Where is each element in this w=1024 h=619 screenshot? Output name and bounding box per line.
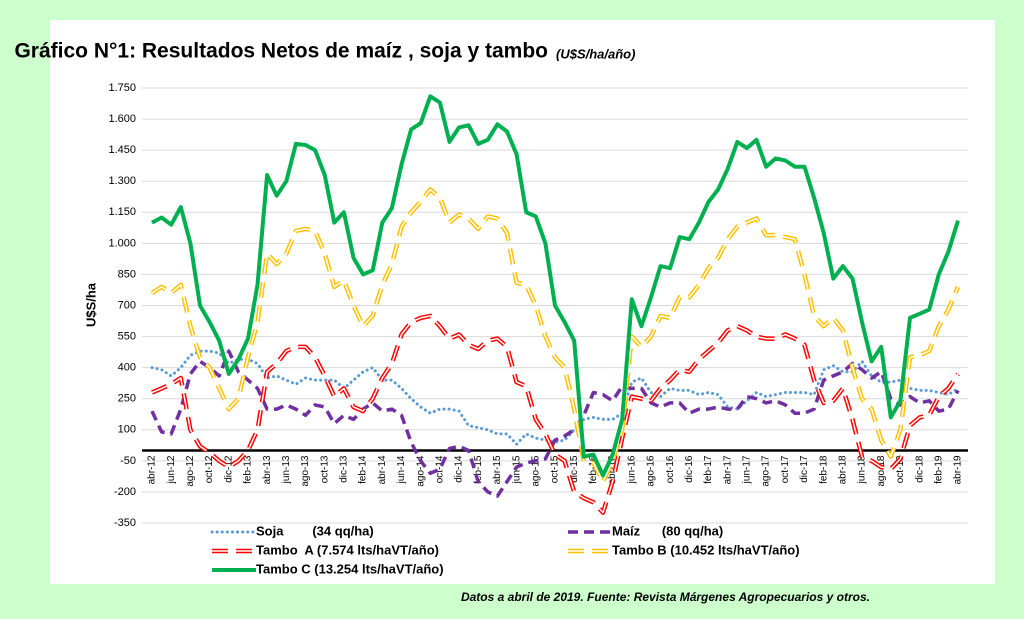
x-tick-label: feb-15 [473,455,484,484]
y-tick-label: 100 [118,424,136,436]
x-tick-label: oct-16 [665,455,676,483]
legend-label: Maíz (80 qq/ha) [612,523,723,538]
x-tick-label: ago-16 [646,455,657,487]
y-tick-label: 700 [118,299,136,311]
x-tick-label: dic-17 [799,455,810,483]
x-tick-label: abr-14 [377,455,388,484]
x-tick-label: jun-18 [857,455,868,484]
x-tick-label: ago-15 [530,455,541,487]
series-line [151,94,960,478]
y-tick-label: -50 [120,455,136,467]
x-tick-label: feb-14 [358,455,369,484]
chart-panel [50,20,995,584]
y-tick-label: 1.000 [108,237,136,249]
x-tick-label: feb-19 [933,455,944,484]
x-tick-label: jun-13 [281,455,292,484]
y-tick-label: -200 [114,486,136,498]
x-tick-label: jun-12 [166,455,177,484]
x-tick-label: dic-13 [339,455,350,483]
y-axis-label: U$S/ha [83,282,98,327]
y-tick-label: 1.150 [108,206,136,218]
x-tick-label: dic-12 [223,455,234,483]
x-tick-label: oct-13 [319,455,330,483]
x-tick-label: abr-15 [492,455,503,484]
x-tick-label: feb-18 [818,455,829,484]
x-tick-label: oct-12 [204,455,215,483]
x-tick-label: abr-18 [837,455,848,484]
legend-label: Tambo A (7.574 lts/haVT/año) [256,542,439,557]
x-tick-label: feb-13 [243,455,254,484]
x-tick-label: jun-14 [396,455,407,484]
x-tick-label: ago-18 [876,455,887,487]
x-tick-label: abr-16 [607,455,618,484]
x-tick-label: jun-17 [742,455,753,484]
chart-title: Gráfico N°1: Resultados Netos de maíz , … [14,40,548,63]
y-tick-label: 250 [118,393,136,405]
x-tick-label: abr-17 [722,455,733,484]
x-tick-label: abr-19 [953,455,964,484]
y-tick-label: 1.750 [108,82,136,94]
series-line [150,349,960,498]
y-tick-label: -350 [114,517,136,529]
line-highlight [151,188,959,483]
series-line [150,349,960,446]
x-tick-label: abr-13 [262,455,273,484]
footnote: Datos a abril de 2019. Fuente: Revista M… [461,590,870,604]
legend-label: Soja (34 qq/ha) [256,523,374,538]
x-tick-label: ago-17 [761,455,772,487]
y-tick-label: 550 [118,330,136,342]
y-tick-label: 1.300 [108,175,136,187]
x-tick-label: dic-15 [569,455,580,483]
x-tick-label: oct-14 [434,455,445,483]
chart-subtitle: (U$S/ha/año) [556,46,635,61]
x-tick-label: ago-14 [415,455,426,487]
x-tick-label: oct-18 [895,455,906,483]
x-tick-label: dic-14 [454,455,465,483]
x-tick-label: dic-18 [914,455,925,483]
x-tick-label: oct-17 [780,455,791,483]
x-tick-label: ago-12 [185,455,196,487]
x-tick-label: feb-17 [703,455,714,484]
x-tick-label: oct-15 [550,455,561,483]
y-tick-label: 400 [118,362,136,374]
y-tick-label: 1.600 [108,113,136,125]
legend-label: Tambo B (10.452 lts/haVT/año) [612,542,800,557]
x-tick-label: dic-16 [684,455,695,483]
y-tick-label: 850 [118,268,136,280]
x-tick-label: jun-16 [626,455,637,484]
y-tick-label: 1.450 [108,144,136,156]
x-tick-label: feb-16 [588,455,599,484]
legend-label: Tambo C (13.254 lts/haVT/año) [256,561,444,576]
x-tick-label: abr-12 [147,455,158,484]
line-highlight [151,315,959,514]
x-tick-label: ago-13 [300,455,311,487]
